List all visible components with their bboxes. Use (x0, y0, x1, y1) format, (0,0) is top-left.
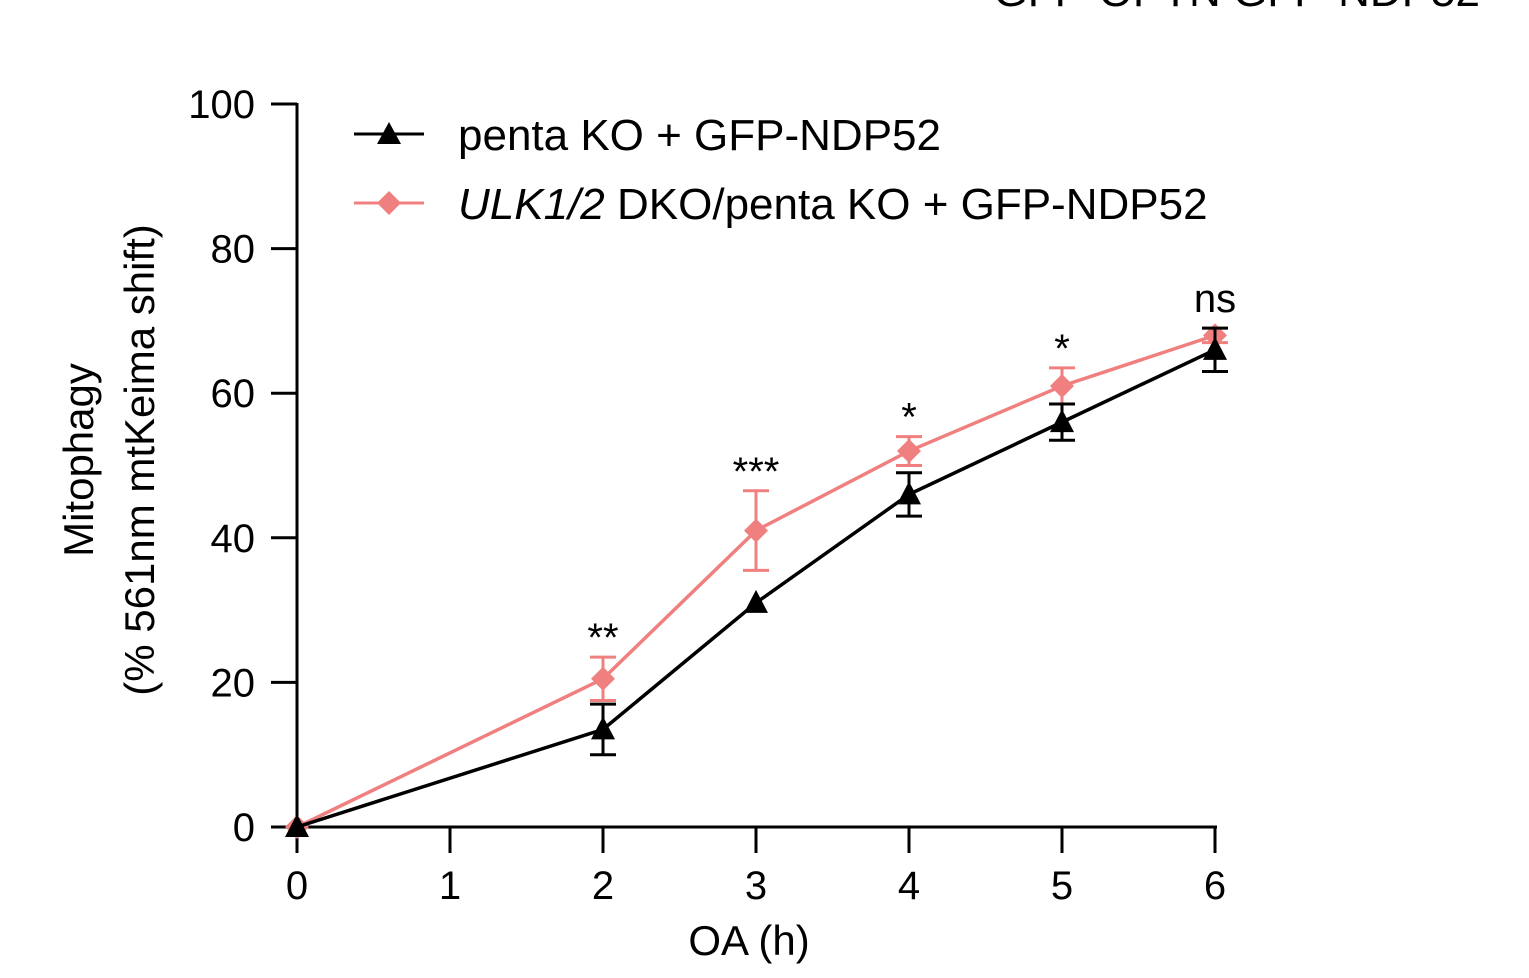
x-tick-label-3: 3 (745, 864, 767, 908)
y-axis-title-line2: (% 561nm mtKeima shift) (116, 224, 163, 695)
data-point-0-0 (285, 814, 309, 837)
significance-label-2: * (901, 396, 917, 440)
series-layer (285, 323, 1228, 839)
legend-entry-penta-ko: penta KO + GFP-NDP52 (354, 111, 941, 160)
data-point-0-1 (591, 716, 615, 740)
x-tick-label-4: 4 (898, 864, 920, 908)
x-tick-label-5: 5 (1051, 864, 1073, 908)
y-axis-title-line1: Mitophagy (55, 363, 102, 557)
data-point-1-3 (897, 439, 921, 464)
y-tick-label-20: 20 (211, 661, 256, 705)
y-tick-label-100: 100 (188, 83, 255, 127)
legend: penta KO + GFP-NDP52 ULK1/2 DKO/penta KO… (354, 111, 1208, 229)
x-ticks: 0 1 2 3 4 5 6 (286, 827, 1226, 908)
x-axis-title: OA (h) (688, 917, 809, 964)
significance-label-3: * (1054, 327, 1070, 371)
significance-annotations: *******ns (587, 277, 1236, 660)
clipped-top-label: GFP-OPTN GFP-NDP52 (994, 0, 1481, 16)
series-line-0 (296, 348, 1216, 829)
legend-label-ulk-dko: ULK1/2 DKO/penta KO + GFP-NDP52 (458, 180, 1208, 229)
series-1 (285, 323, 1228, 839)
y-tick-label-80: 80 (211, 228, 256, 272)
x-tick-label-6: 6 (1204, 864, 1226, 908)
y-tick-label-0: 0 (233, 806, 255, 850)
significance-label-1: *** (733, 450, 780, 494)
data-point-0-5 (1203, 336, 1227, 360)
legend-triangle-marker (377, 122, 401, 144)
legend-label-penta-ko: penta KO + GFP-NDP52 (458, 111, 941, 160)
data-point-1-4 (1050, 373, 1074, 398)
y-tick-label-60: 60 (211, 372, 256, 416)
data-point-0-4 (1050, 409, 1074, 433)
data-point-1-1 (591, 666, 615, 691)
legend-entry-ulk-dko: ULK1/2 DKO/penta KO + GFP-NDP52 (354, 180, 1208, 229)
legend-diamond-marker (377, 191, 401, 215)
x-tick-label-0: 0 (286, 864, 308, 908)
legend-label-italic-gene: ULK1/2 (458, 180, 605, 229)
data-point-0-3 (897, 481, 921, 505)
y-tick-label-40: 40 (211, 517, 256, 561)
y-ticks: 0 20 40 60 80 100 (188, 83, 297, 850)
data-point-0-2 (744, 589, 768, 613)
significance-label-0: ** (587, 616, 618, 660)
significance-label-4: ns (1194, 277, 1236, 321)
series-0 (285, 326, 1228, 837)
x-tick-label-2: 2 (592, 864, 614, 908)
data-point-1-2 (744, 518, 768, 543)
series-line-1 (296, 333, 1216, 829)
x-tick-label-1: 1 (439, 864, 461, 908)
